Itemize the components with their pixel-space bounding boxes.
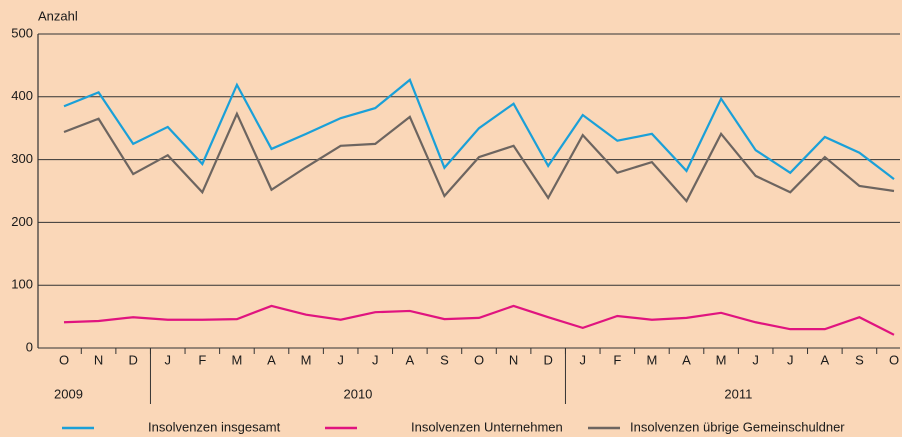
x-tick-label: A bbox=[820, 352, 829, 367]
year-label: 2010 bbox=[343, 386, 372, 401]
y-tick-label: 300 bbox=[11, 151, 33, 166]
x-tick-label: J bbox=[165, 352, 172, 367]
x-tick-label: M bbox=[716, 352, 727, 367]
x-tick-label: O bbox=[889, 352, 899, 367]
y-tick-label: 0 bbox=[26, 339, 33, 354]
x-tick-label: F bbox=[613, 352, 621, 367]
x-tick-label: J bbox=[337, 352, 344, 367]
x-tick-label: F bbox=[198, 352, 206, 367]
x-tick-label: N bbox=[509, 352, 518, 367]
x-tick-label: S bbox=[855, 352, 864, 367]
x-tick-label: A bbox=[682, 352, 691, 367]
year-label: 2009 bbox=[54, 386, 83, 401]
x-tick-label: M bbox=[231, 352, 242, 367]
series-line bbox=[63, 78, 895, 180]
y-tick-label: 200 bbox=[11, 214, 33, 229]
x-tick-label: A bbox=[267, 352, 276, 367]
x-tick-label: M bbox=[646, 352, 657, 367]
legend-label: Insolvenzen Unternehmen bbox=[411, 419, 563, 434]
y-axis-label: Anzahl bbox=[38, 8, 78, 23]
x-tick-label: M bbox=[301, 352, 312, 367]
x-tick-label: O bbox=[474, 352, 484, 367]
x-tick-label: N bbox=[94, 352, 103, 367]
year-label: 2011 bbox=[724, 386, 752, 401]
legend-label: Insolvenzen übrige Gemeinschuldner bbox=[630, 419, 845, 434]
y-tick-label: 100 bbox=[11, 277, 33, 292]
x-tick-label: A bbox=[405, 352, 414, 367]
y-tick-label: 500 bbox=[11, 25, 33, 40]
x-tick-label: J bbox=[752, 352, 759, 367]
series-line bbox=[63, 111, 895, 203]
x-tick-label: J bbox=[372, 352, 379, 367]
x-tick-label: D bbox=[128, 352, 137, 367]
x-tick-label: O bbox=[59, 352, 69, 367]
x-tick-label: S bbox=[440, 352, 449, 367]
y-tick-label: 400 bbox=[11, 88, 33, 103]
x-tick-label: J bbox=[580, 352, 587, 367]
x-tick-label: J bbox=[787, 352, 794, 367]
x-tick-label: D bbox=[543, 352, 552, 367]
legend-label: Insolvenzen insgesamt bbox=[148, 419, 281, 434]
series-line bbox=[63, 304, 895, 336]
